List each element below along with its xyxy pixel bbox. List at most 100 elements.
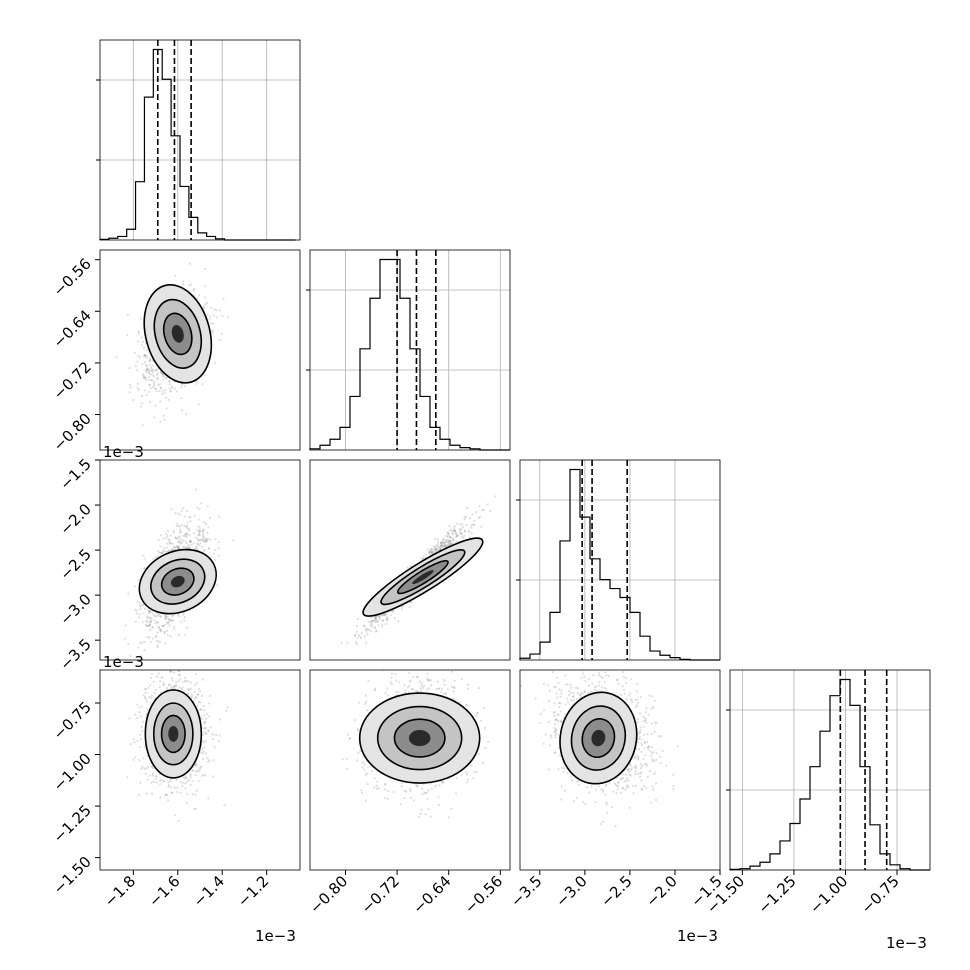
- scatter-point: [208, 516, 212, 519]
- scatter-point: [147, 624, 150, 627]
- scatter-point: [184, 540, 187, 543]
- scatter-point: [207, 702, 211, 705]
- scatter-point: [172, 531, 175, 535]
- scatter-point: [174, 512, 177, 515]
- scatter-point: [392, 610, 395, 613]
- scatter-point: [165, 377, 168, 380]
- scatter-point: [198, 534, 201, 537]
- scatter-point: [213, 733, 216, 736]
- scatter-point: [138, 706, 141, 709]
- scatter-point: [486, 503, 489, 506]
- scatter-point: [164, 615, 168, 618]
- scatter-point: [201, 532, 205, 535]
- scatter-point: [188, 546, 191, 550]
- scatter-point: [168, 380, 171, 383]
- scatter-point: [138, 613, 141, 616]
- scatter-point: [157, 625, 160, 629]
- scatter-point: [138, 758, 141, 762]
- scatter-point: [189, 776, 192, 779]
- scatter-point: [198, 526, 201, 529]
- scatter-point: [397, 620, 400, 623]
- scatter-point: [376, 620, 379, 623]
- scatter-point: [437, 548, 440, 552]
- scatter-point: [182, 776, 185, 779]
- scatter-point: [207, 546, 210, 549]
- scatter-point: [176, 786, 179, 789]
- scatter-point: [188, 529, 191, 532]
- scatter-point: [204, 537, 207, 540]
- scatter-point: [190, 541, 193, 544]
- scatter-point: [478, 515, 481, 519]
- scatter-point: [142, 612, 145, 615]
- scatter-point: [436, 538, 440, 541]
- panel-frame: [309, 459, 511, 661]
- scatter-point: [460, 532, 463, 535]
- scatter-point: [453, 529, 456, 533]
- scatter-point: [177, 540, 181, 543]
- scatter-point: [381, 625, 384, 629]
- scatter-point: [193, 698, 196, 701]
- scatter-point: [205, 540, 208, 543]
- scatter-point: [169, 670, 172, 673]
- scatter-point: [197, 687, 201, 690]
- scatter-point: [189, 783, 192, 786]
- 2d-1-0-content: [115, 262, 229, 427]
- scatter-point: [165, 532, 168, 535]
- scatter-point: [184, 777, 187, 780]
- scatter-point: [450, 529, 453, 532]
- scatter-point: [213, 552, 216, 555]
- scatter-point: [136, 340, 140, 343]
- scatter-point: [160, 371, 163, 374]
- scatter-point: [136, 703, 139, 707]
- scatter-point: [393, 617, 397, 620]
- 2d-3-1-panel: [309, 669, 511, 871]
- scatter-point: [475, 511, 478, 514]
- scatter-point: [152, 382, 156, 385]
- scatter-point: [182, 280, 185, 283]
- scatter-point: [179, 791, 182, 794]
- scatter-point: [194, 762, 197, 766]
- scatter-point: [443, 538, 446, 541]
- scatter-point: [444, 540, 448, 543]
- scatter-point: [144, 688, 147, 691]
- scatter-point: [158, 685, 161, 689]
- scatter-point: [142, 376, 146, 379]
- scatter-point: [196, 682, 199, 685]
- scatter-point: [197, 780, 200, 783]
- scatter-point: [340, 641, 343, 644]
- scatter-point: [177, 670, 180, 673]
- scatter-point: [209, 726, 212, 729]
- scatter-point: [134, 608, 137, 611]
- scatter-point: [371, 619, 375, 623]
- scatter-point: [375, 618, 378, 621]
- scatter-point: [188, 540, 192, 544]
- scatter-point: [176, 545, 179, 548]
- scatter-point: [175, 681, 178, 684]
- scatter-point: [148, 383, 151, 386]
- scatter-point: [195, 545, 198, 548]
- scatter-point: [357, 751, 360, 754]
- scatter-point: [159, 420, 162, 423]
- scatter-point: [171, 542, 174, 545]
- scatter-point: [194, 696, 197, 700]
- scatter-point: [434, 546, 437, 549]
- scatter-point: [151, 364, 154, 367]
- scatter-point: [164, 617, 167, 621]
- scatter-point: [458, 531, 462, 534]
- scatter-point: [374, 615, 377, 619]
- scatter-point: [133, 741, 136, 744]
- scatter-point: [461, 525, 465, 528]
- scatter-point: [371, 620, 374, 623]
- scatter-point: [199, 708, 202, 711]
- scatter-point: [422, 555, 425, 558]
- scatter-point: [182, 546, 185, 549]
- scatter-point: [465, 523, 468, 527]
- scatter-point: [170, 687, 173, 690]
- density-contour: [412, 570, 434, 585]
- scatter-point: [196, 704, 199, 707]
- scatter-point: [421, 682, 424, 685]
- scatter-point: [154, 556, 158, 559]
- scatter-point: [383, 783, 387, 786]
- scatter-point: [145, 369, 148, 372]
- scatter-point: [187, 543, 190, 547]
